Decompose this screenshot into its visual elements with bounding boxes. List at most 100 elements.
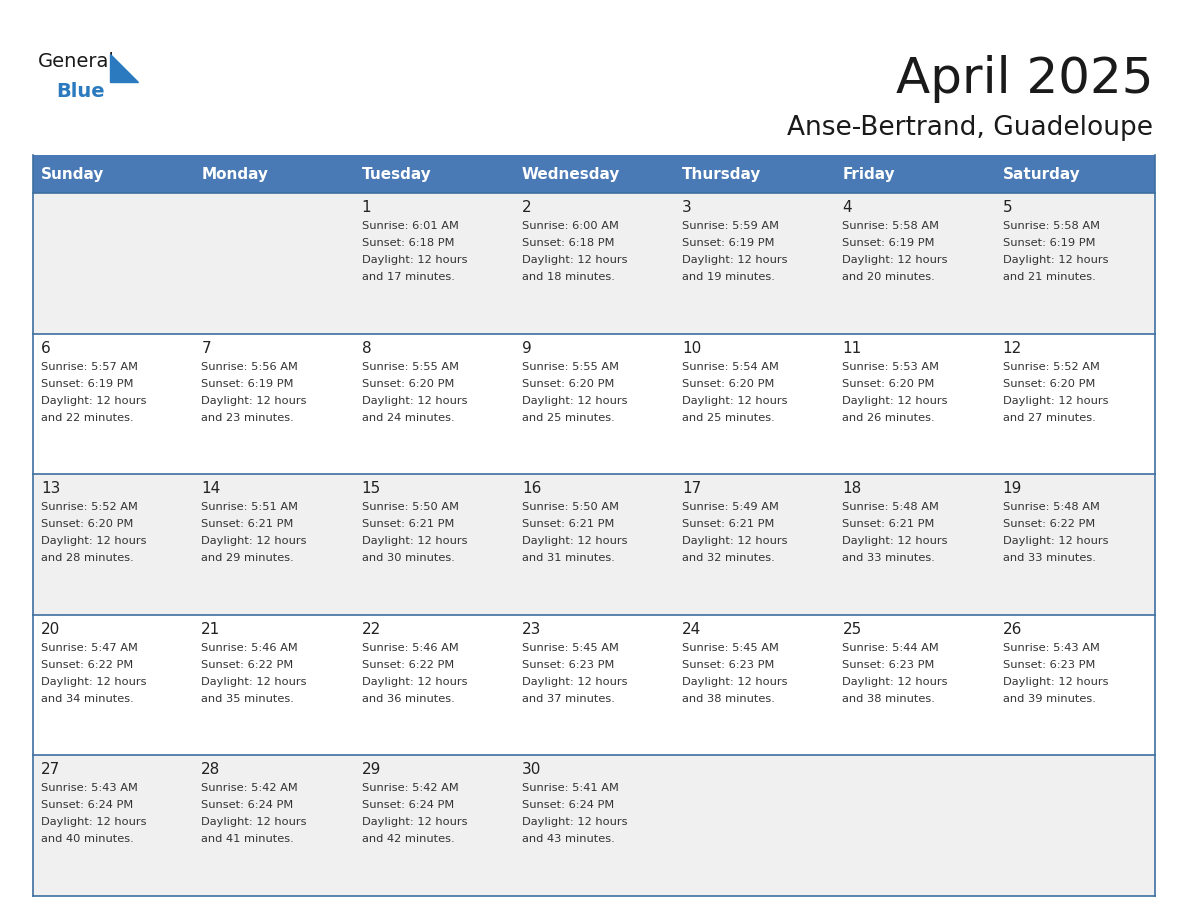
Text: Daylight: 12 hours: Daylight: 12 hours — [42, 396, 146, 406]
Text: Saturday: Saturday — [1003, 166, 1080, 182]
Text: 15: 15 — [361, 481, 381, 497]
Text: Sunset: 6:19 PM: Sunset: 6:19 PM — [842, 238, 935, 248]
Text: Sunrise: 5:43 AM: Sunrise: 5:43 AM — [42, 783, 138, 793]
Text: Blue: Blue — [56, 82, 105, 101]
Text: Daylight: 12 hours: Daylight: 12 hours — [682, 396, 788, 406]
Text: Wednesday: Wednesday — [522, 166, 620, 182]
Text: Sunrise: 5:53 AM: Sunrise: 5:53 AM — [842, 362, 940, 372]
Text: Sunset: 6:19 PM: Sunset: 6:19 PM — [1003, 238, 1095, 248]
Text: and 34 minutes.: and 34 minutes. — [42, 694, 134, 704]
Text: 1: 1 — [361, 200, 371, 215]
Text: 24: 24 — [682, 621, 701, 637]
Text: 12: 12 — [1003, 341, 1022, 355]
Text: Sunset: 6:23 PM: Sunset: 6:23 PM — [522, 660, 614, 670]
Text: Sunrise: 5:50 AM: Sunrise: 5:50 AM — [361, 502, 459, 512]
Text: Sunset: 6:20 PM: Sunset: 6:20 PM — [682, 378, 775, 388]
Text: Sunset: 6:23 PM: Sunset: 6:23 PM — [842, 660, 935, 670]
Text: and 35 minutes.: and 35 minutes. — [201, 694, 295, 704]
Text: Sunrise: 5:57 AM: Sunrise: 5:57 AM — [42, 362, 138, 372]
Text: Sunrise: 5:46 AM: Sunrise: 5:46 AM — [361, 643, 459, 653]
Text: Sunrise: 5:58 AM: Sunrise: 5:58 AM — [1003, 221, 1100, 231]
Text: Sunrise: 5:50 AM: Sunrise: 5:50 AM — [522, 502, 619, 512]
Text: Daylight: 12 hours: Daylight: 12 hours — [522, 817, 627, 827]
Text: General: General — [38, 52, 115, 71]
Text: Daylight: 12 hours: Daylight: 12 hours — [1003, 677, 1108, 687]
Text: Sunrise: 5:47 AM: Sunrise: 5:47 AM — [42, 643, 138, 653]
Text: and 37 minutes.: and 37 minutes. — [522, 694, 614, 704]
Text: Sunrise: 5:52 AM: Sunrise: 5:52 AM — [1003, 362, 1100, 372]
Text: Sunrise: 5:55 AM: Sunrise: 5:55 AM — [361, 362, 459, 372]
Text: 6: 6 — [42, 341, 51, 355]
Text: Daylight: 12 hours: Daylight: 12 hours — [682, 677, 788, 687]
Text: Daylight: 12 hours: Daylight: 12 hours — [201, 396, 307, 406]
Text: and 42 minutes.: and 42 minutes. — [361, 834, 454, 845]
Text: Sunrise: 5:55 AM: Sunrise: 5:55 AM — [522, 362, 619, 372]
Text: Sunset: 6:22 PM: Sunset: 6:22 PM — [361, 660, 454, 670]
Text: Sunset: 6:23 PM: Sunset: 6:23 PM — [1003, 660, 1095, 670]
Text: Sunrise: 5:58 AM: Sunrise: 5:58 AM — [842, 221, 940, 231]
Bar — [834, 155, 994, 193]
Text: Sunset: 6:24 PM: Sunset: 6:24 PM — [361, 800, 454, 811]
Text: Daylight: 12 hours: Daylight: 12 hours — [1003, 536, 1108, 546]
Text: Sunrise: 5:59 AM: Sunrise: 5:59 AM — [682, 221, 779, 231]
Text: Daylight: 12 hours: Daylight: 12 hours — [842, 677, 948, 687]
Bar — [33, 333, 1155, 475]
Text: and 17 minutes.: and 17 minutes. — [361, 272, 455, 282]
Bar — [33, 475, 1155, 615]
Text: 14: 14 — [201, 481, 221, 497]
Text: 26: 26 — [1003, 621, 1022, 637]
Text: Sunset: 6:19 PM: Sunset: 6:19 PM — [42, 378, 133, 388]
Text: Daylight: 12 hours: Daylight: 12 hours — [842, 536, 948, 546]
Text: Sunset: 6:19 PM: Sunset: 6:19 PM — [201, 378, 293, 388]
Text: Daylight: 12 hours: Daylight: 12 hours — [522, 396, 627, 406]
Text: April 2025: April 2025 — [896, 55, 1154, 103]
Polygon shape — [110, 54, 138, 82]
Text: and 30 minutes.: and 30 minutes. — [361, 554, 455, 564]
Text: and 38 minutes.: and 38 minutes. — [682, 694, 775, 704]
Text: Daylight: 12 hours: Daylight: 12 hours — [361, 255, 467, 265]
Text: Daylight: 12 hours: Daylight: 12 hours — [1003, 396, 1108, 406]
Text: 16: 16 — [522, 481, 542, 497]
Text: Daylight: 12 hours: Daylight: 12 hours — [1003, 255, 1108, 265]
Text: Sunday: Sunday — [42, 166, 105, 182]
Text: Sunset: 6:24 PM: Sunset: 6:24 PM — [201, 800, 293, 811]
Text: Sunset: 6:23 PM: Sunset: 6:23 PM — [682, 660, 775, 670]
Text: 18: 18 — [842, 481, 861, 497]
Bar — [194, 155, 354, 193]
Text: and 36 minutes.: and 36 minutes. — [361, 694, 454, 704]
Text: Sunset: 6:20 PM: Sunset: 6:20 PM — [842, 378, 935, 388]
Text: Daylight: 12 hours: Daylight: 12 hours — [522, 677, 627, 687]
Text: 28: 28 — [201, 763, 221, 778]
Text: Sunrise: 5:48 AM: Sunrise: 5:48 AM — [842, 502, 940, 512]
Text: and 26 minutes.: and 26 minutes. — [842, 412, 935, 422]
Text: Sunrise: 5:48 AM: Sunrise: 5:48 AM — [1003, 502, 1100, 512]
Text: 10: 10 — [682, 341, 701, 355]
Text: Daylight: 12 hours: Daylight: 12 hours — [42, 677, 146, 687]
Text: and 32 minutes.: and 32 minutes. — [682, 554, 775, 564]
Text: Sunrise: 5:42 AM: Sunrise: 5:42 AM — [361, 783, 459, 793]
Text: Sunset: 6:20 PM: Sunset: 6:20 PM — [1003, 378, 1095, 388]
Text: Sunset: 6:22 PM: Sunset: 6:22 PM — [1003, 520, 1095, 529]
Text: Friday: Friday — [842, 166, 895, 182]
Text: Sunset: 6:18 PM: Sunset: 6:18 PM — [361, 238, 454, 248]
Text: Sunset: 6:20 PM: Sunset: 6:20 PM — [42, 520, 133, 529]
Text: Daylight: 12 hours: Daylight: 12 hours — [842, 396, 948, 406]
Text: Daylight: 12 hours: Daylight: 12 hours — [361, 396, 467, 406]
Text: 2: 2 — [522, 200, 531, 215]
Text: 9: 9 — [522, 341, 531, 355]
Text: Daylight: 12 hours: Daylight: 12 hours — [361, 677, 467, 687]
Text: Sunset: 6:19 PM: Sunset: 6:19 PM — [682, 238, 775, 248]
Text: and 25 minutes.: and 25 minutes. — [522, 412, 614, 422]
Text: 21: 21 — [201, 621, 221, 637]
Text: Sunset: 6:21 PM: Sunset: 6:21 PM — [842, 520, 935, 529]
Text: Anse-Bertrand, Guadeloupe: Anse-Bertrand, Guadeloupe — [786, 115, 1154, 141]
Text: Sunset: 6:21 PM: Sunset: 6:21 PM — [361, 520, 454, 529]
Text: and 29 minutes.: and 29 minutes. — [201, 554, 295, 564]
Text: and 28 minutes.: and 28 minutes. — [42, 554, 134, 564]
Text: and 21 minutes.: and 21 minutes. — [1003, 272, 1095, 282]
Text: 30: 30 — [522, 763, 542, 778]
Text: and 27 minutes.: and 27 minutes. — [1003, 412, 1095, 422]
Bar — [674, 155, 834, 193]
Text: Daylight: 12 hours: Daylight: 12 hours — [42, 817, 146, 827]
Text: Sunrise: 6:00 AM: Sunrise: 6:00 AM — [522, 221, 619, 231]
